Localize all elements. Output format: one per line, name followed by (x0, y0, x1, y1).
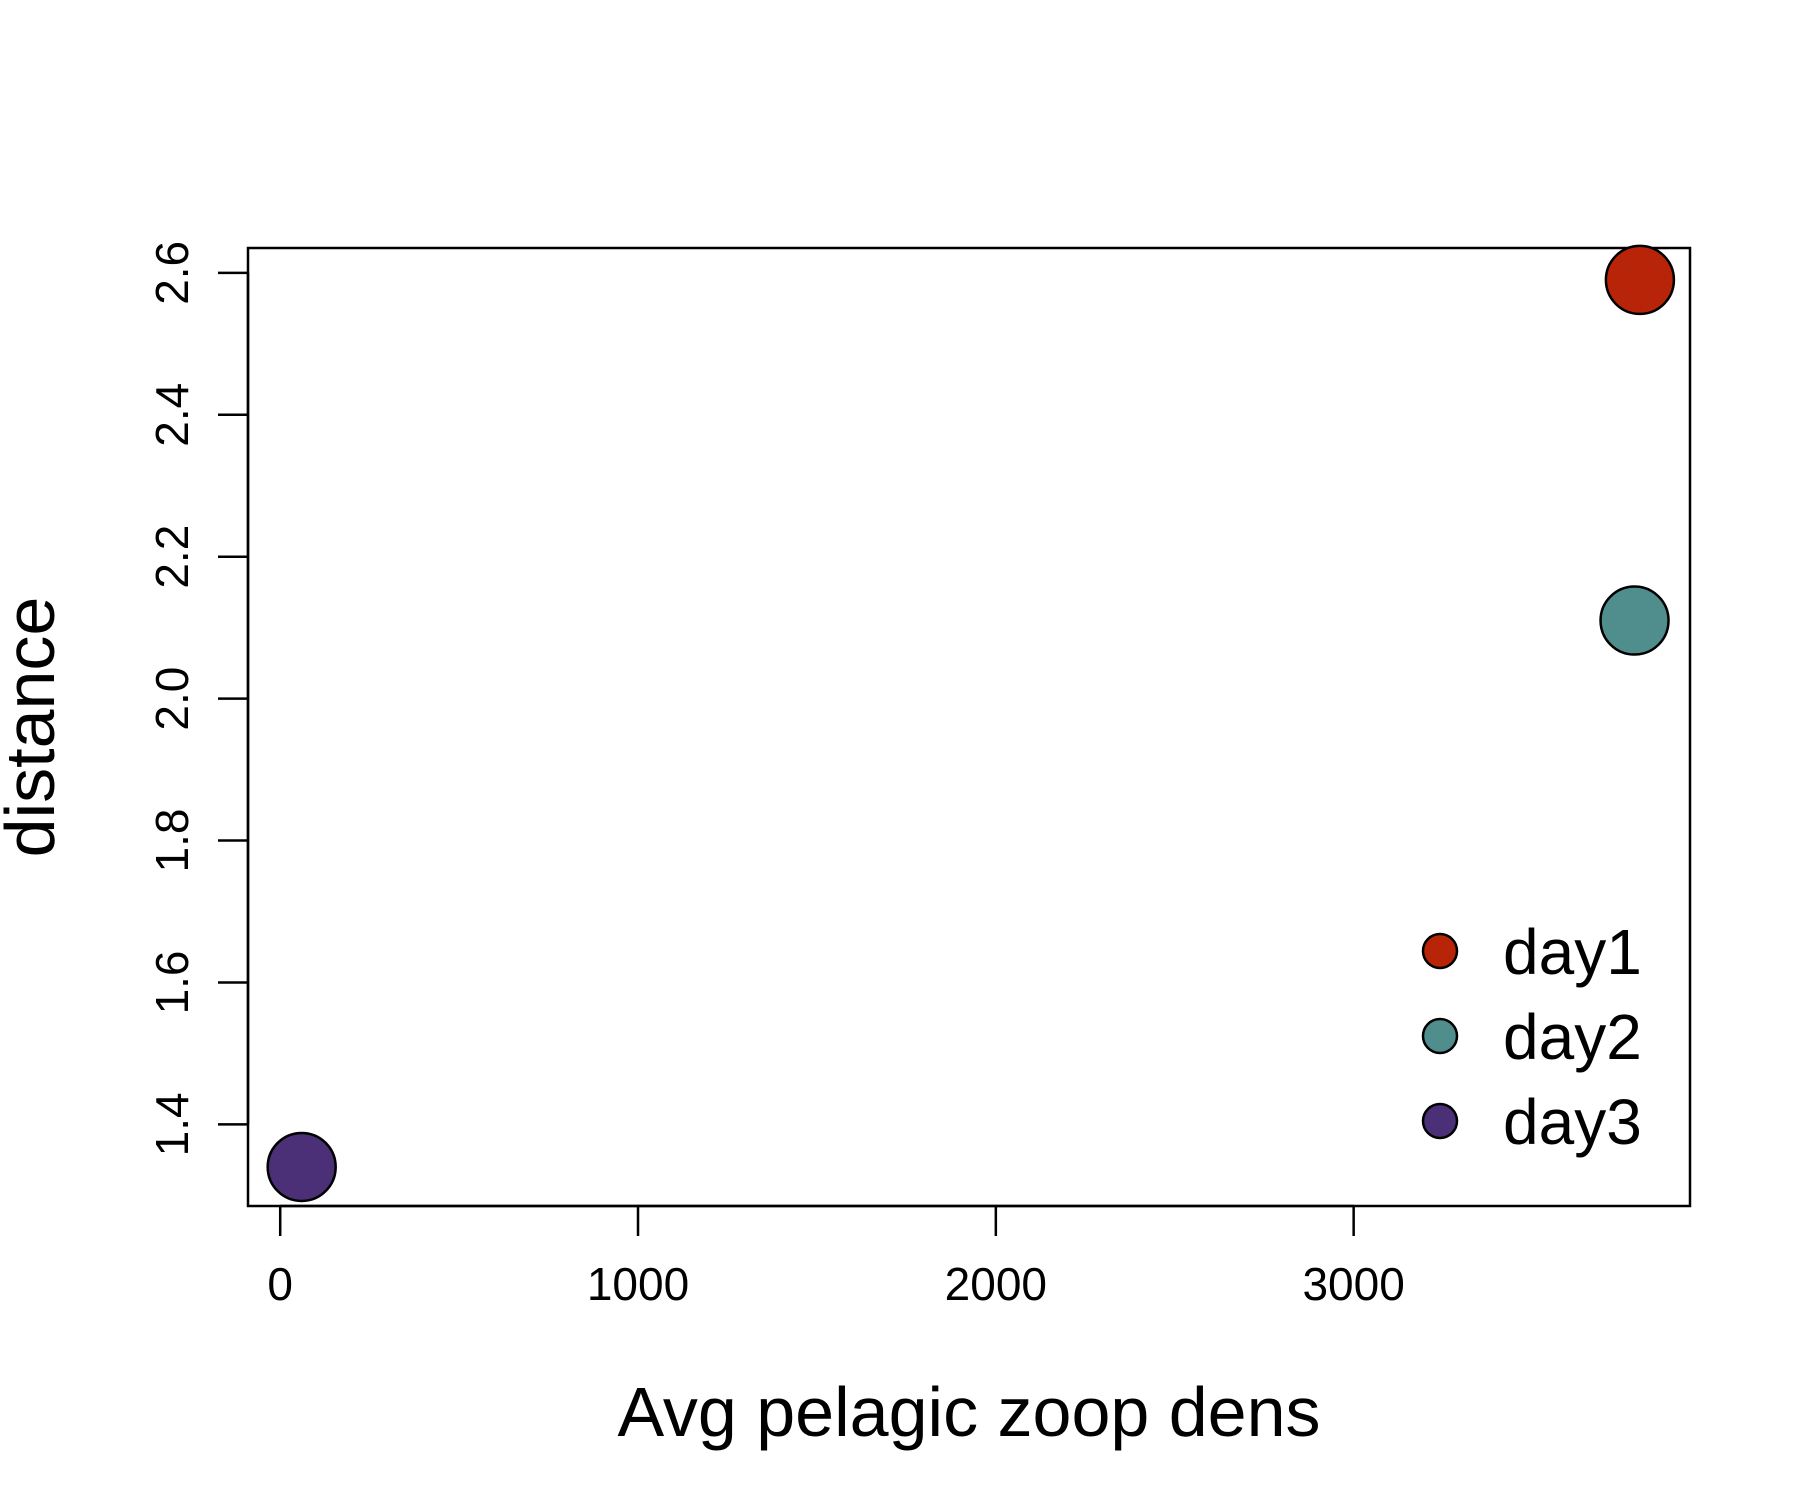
x-tick-label: 0 (267, 1258, 293, 1310)
y-axis: 1.4 1.6 1.8 2.0 2.2 2.4 2.6 (146, 241, 250, 1156)
legend-label-day3: day3 (1503, 1086, 1642, 1158)
legend-label-day1: day1 (1503, 916, 1642, 988)
data-point-day2 (1599, 585, 1670, 656)
legend: day1 day2 day3 (1421, 916, 1642, 1158)
y-axis-title: distance (0, 597, 69, 858)
legend-marker-day1 (1421, 932, 1459, 970)
y-tick-label: 2.6 (146, 241, 198, 305)
x-axis: 0 1000 2000 3000 (267, 1204, 1405, 1310)
data-point-day3 (266, 1131, 337, 1203)
y-tick-label: 2.0 (146, 667, 198, 731)
plot-frame (246, 246, 1692, 1208)
y-tick-label: 1.6 (146, 950, 198, 1014)
y-tick-label: 1.8 (146, 809, 198, 873)
x-axis-title: Avg pelagic zoop dens (617, 1373, 1320, 1451)
data-point-day1 (1604, 244, 1676, 316)
legend-marker-day3 (1421, 1102, 1459, 1140)
x-tick-label: 2000 (945, 1258, 1047, 1310)
y-tick-label: 2.2 (146, 525, 198, 589)
y-tick-label: 2.4 (146, 383, 198, 447)
legend-label-day2: day2 (1503, 1001, 1642, 1073)
data-points (266, 244, 1676, 1203)
x-tick-label: 1000 (587, 1258, 689, 1310)
x-tick-label: 3000 (1302, 1258, 1404, 1310)
legend-marker-day2 (1421, 1017, 1459, 1055)
y-tick-label: 1.4 (146, 1092, 198, 1156)
